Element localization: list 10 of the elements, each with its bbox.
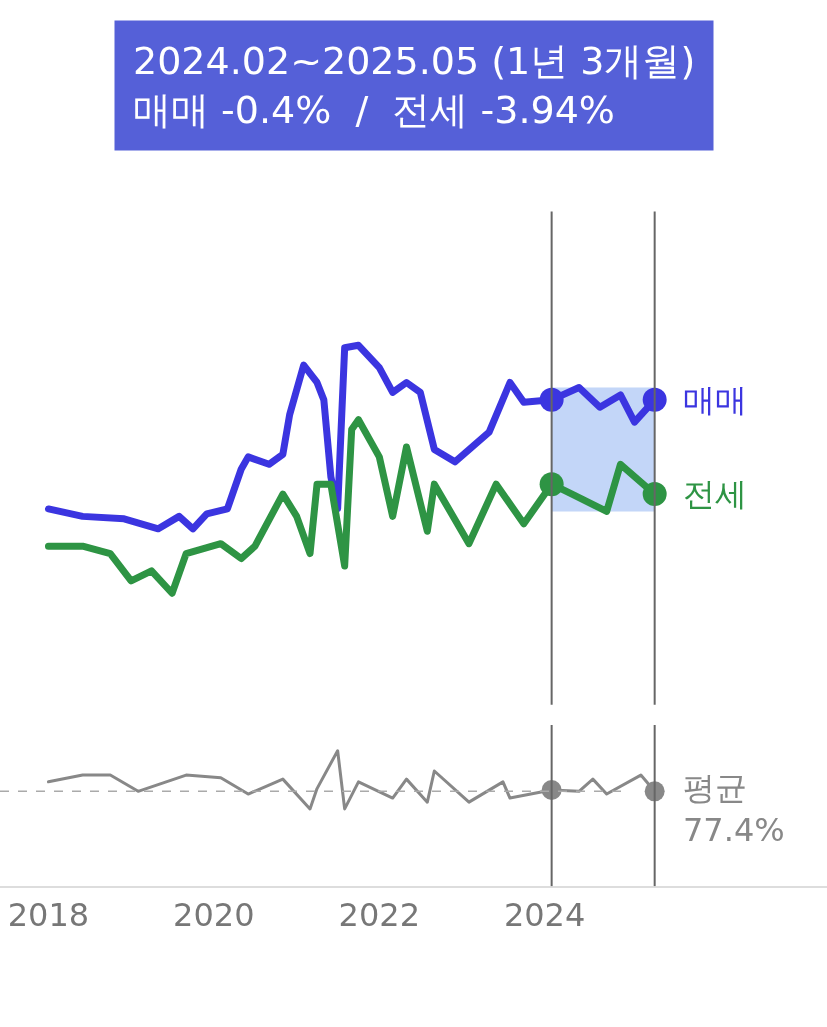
x-tick-label: 2018 [7, 896, 90, 935]
x-tick-label: 2022 [338, 896, 421, 935]
x-tick-label: 2020 [173, 896, 255, 935]
x-tick-label: 2024 [503, 896, 586, 935]
series-label: 매매 [683, 381, 747, 419]
series-label: 전세 [683, 475, 747, 513]
chart-subtitle: 매매 -0.4% / 전세 -3.94% [133, 88, 615, 133]
series-label: 평균 [683, 769, 747, 807]
chart-title: 2024.02~2025.05 (1년 3개월) [133, 39, 696, 83]
annotation: 77.4% [683, 810, 785, 849]
